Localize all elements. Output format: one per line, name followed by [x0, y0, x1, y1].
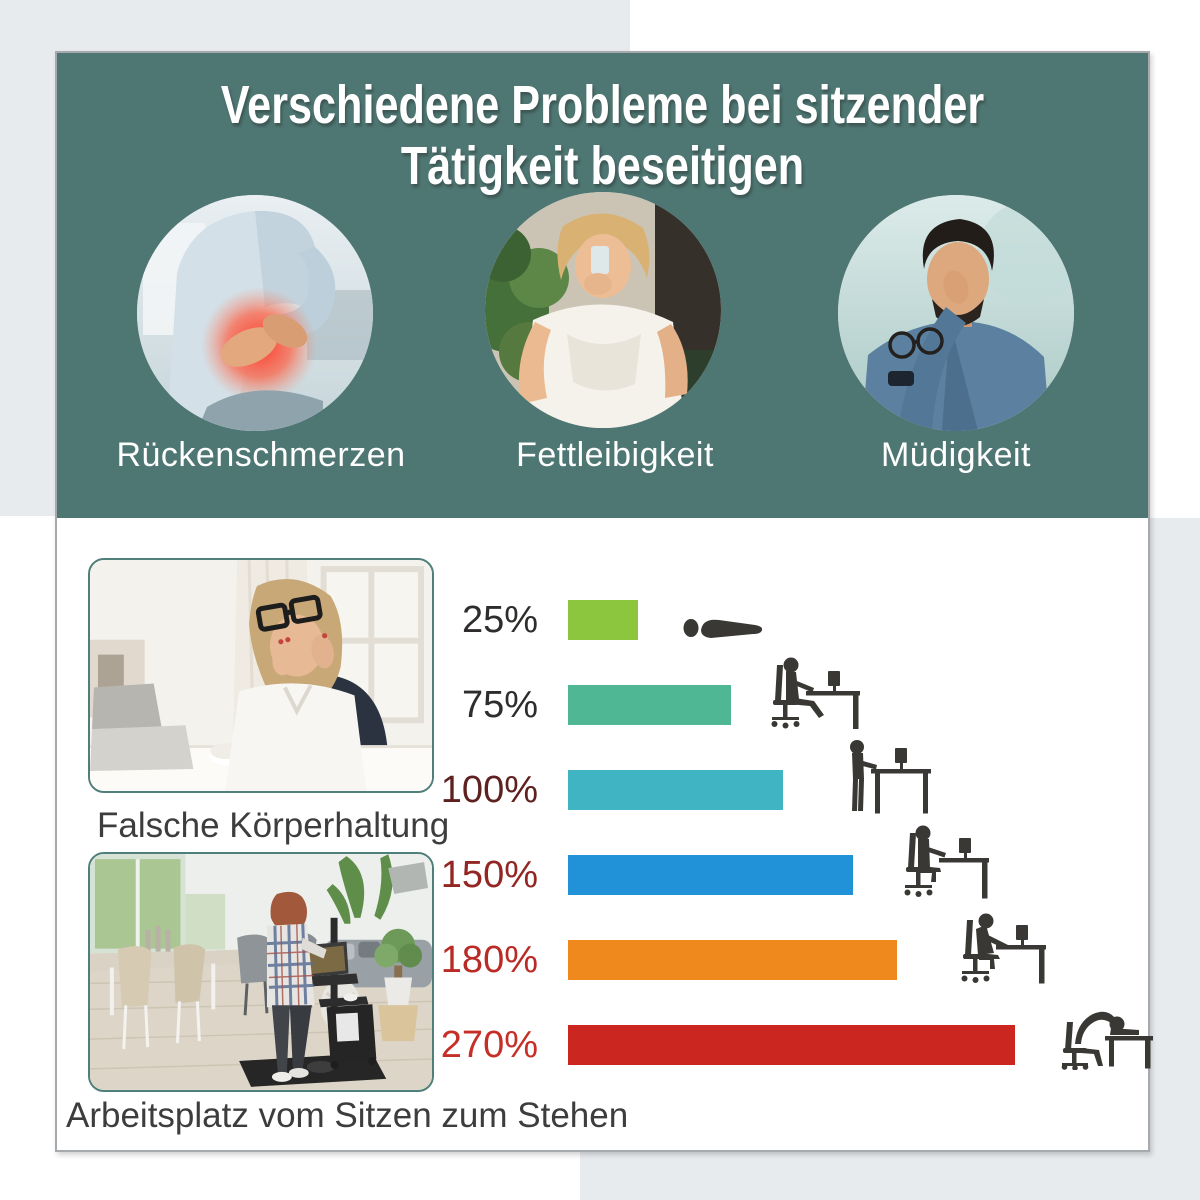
bar-sitting-upright-at-desk	[568, 855, 853, 895]
problem-label-fatigue: Müdigkeit	[880, 436, 1031, 474]
slumped-over-desk-icon	[1061, 1011, 1153, 1070]
back-pain-illustration	[137, 195, 373, 431]
sitting-upright-at-desk-icon	[904, 825, 989, 899]
reclined-sitting-at-desk-icon	[771, 657, 860, 729]
slumped-over-desk-icon-wrap	[1055, 998, 1157, 1070]
content-card: Verschiedene Probleme bei sitzender Täti…	[55, 51, 1153, 1152]
sitting-leaning-forward-at-desk-icon-wrap	[950, 909, 1048, 985]
content-section: Falsche Körperhaltung	[57, 518, 1153, 1146]
bar-slumped-over-desk	[568, 1025, 1015, 1065]
standing-at-desk-icon	[850, 740, 931, 814]
obesity-illustration	[485, 192, 721, 428]
photo-sit-stand-workstation	[88, 852, 434, 1092]
bar-reclined-sitting-at-desk	[568, 685, 731, 725]
bar-chart: 25% 75% 100% 150% 180% 270%	[57, 518, 1153, 1146]
title-line-2: Tätigkeit beseitigen	[400, 136, 805, 196]
problem-photo-fatigue	[838, 195, 1074, 431]
reclined-sitting-at-desk-icon-wrap	[764, 655, 864, 731]
header-section: Verschiedene Probleme bei sitzender Täti…	[57, 53, 1148, 518]
problem-label-back-pain: Rückenschmerzen	[116, 436, 406, 474]
title-line-1: Verschiedene Probleme bei sitzender	[220, 75, 985, 135]
lying-down-icon	[683, 619, 763, 638]
bar-value-label: 75%	[461, 684, 538, 726]
fatigue-illustration	[838, 195, 1074, 431]
problem-label-obesity: Fettleibigkeit	[516, 436, 714, 474]
bar-sitting-leaning-forward-at-desk	[568, 940, 897, 980]
problem-photo-back-pain	[137, 195, 373, 431]
lying-down-icon-wrap	[683, 610, 765, 642]
bar-lying-down	[568, 600, 638, 640]
photo-caption-workstation: Arbeitsplatz vom Sitzen zum Stehen	[66, 1096, 629, 1135]
standing-at-desk-icon-wrap	[833, 739, 937, 815]
page-title: Verschiedene Probleme bei sitzender Täti…	[57, 75, 1148, 197]
bar-value-label: 270%	[440, 1024, 538, 1066]
bar-value-label: 100%	[440, 769, 538, 811]
sitting-upright-at-desk-icon-wrap	[893, 824, 991, 900]
bar-value-label: 180%	[440, 939, 538, 981]
photo-wrong-posture	[88, 558, 434, 793]
bar-value-label: 25%	[461, 599, 538, 641]
wrong-posture-illustration	[90, 560, 432, 791]
bar-value-label: 150%	[440, 854, 538, 896]
photo-caption-wrong-posture: Falsche Körperhaltung	[97, 806, 450, 845]
standing-desk-illustration	[90, 854, 432, 1090]
bar-standing-at-desk	[568, 770, 783, 810]
problem-photo-obesity	[485, 192, 721, 428]
sitting-leaning-forward-at-desk-icon	[961, 913, 1046, 984]
